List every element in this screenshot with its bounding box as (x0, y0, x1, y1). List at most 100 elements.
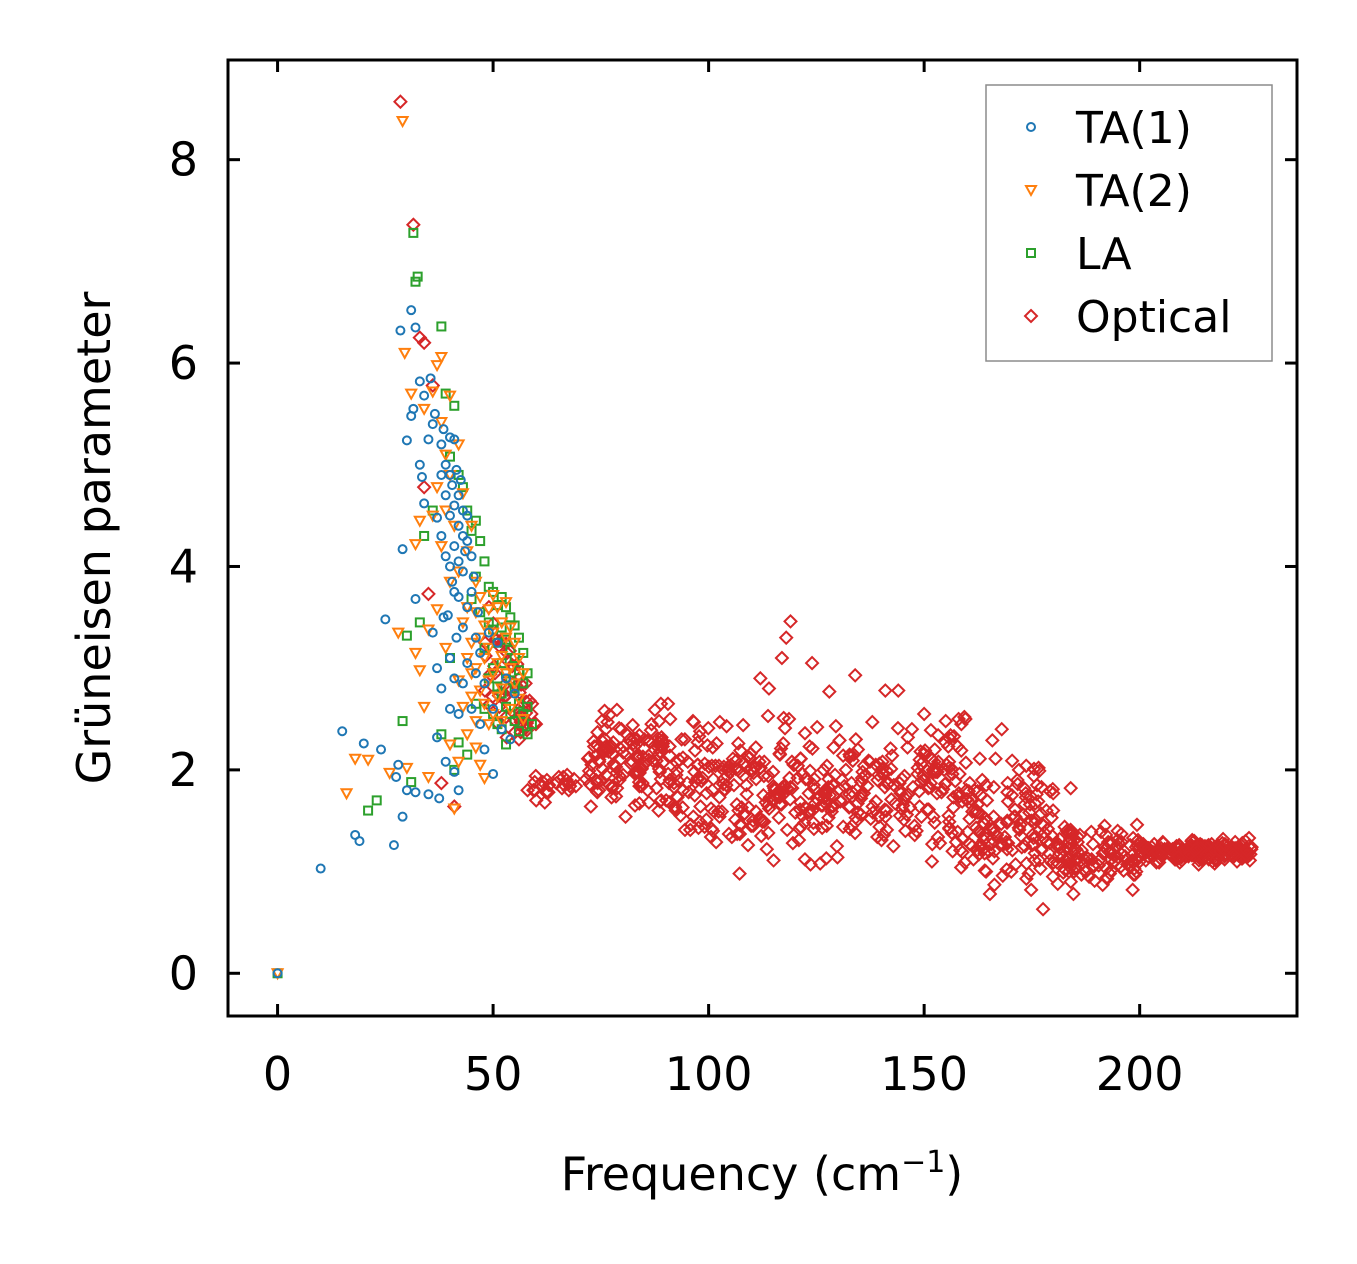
data-point (881, 775, 897, 791)
data-point (1021, 866, 1037, 882)
data-point (436, 683, 447, 694)
data-point (1225, 846, 1241, 862)
data-point (752, 670, 768, 686)
data-point (842, 749, 858, 765)
data-point (1023, 813, 1039, 829)
data-point (904, 721, 920, 737)
data-point (998, 834, 1014, 850)
series-optical (393, 94, 1260, 917)
data-point (456, 617, 470, 630)
data-point (1063, 780, 1079, 796)
data-point (584, 757, 599, 773)
data-point (526, 719, 537, 730)
data-point (673, 808, 688, 824)
data-point (1238, 842, 1254, 858)
data-point (413, 515, 427, 528)
data-point (643, 722, 659, 738)
data-point (444, 653, 455, 664)
data-point (395, 325, 406, 336)
data-point (693, 799, 708, 814)
data-point (959, 782, 974, 798)
data-point (509, 716, 520, 727)
data-point (864, 714, 880, 730)
data-point (1027, 845, 1043, 861)
data-point (477, 773, 492, 786)
data-point (823, 799, 839, 814)
data-point (427, 627, 438, 638)
data-point (1191, 857, 1207, 872)
data-point (583, 799, 599, 814)
data-point (482, 604, 496, 617)
data-point (604, 780, 620, 796)
data-point (633, 761, 648, 777)
data-point (927, 815, 943, 831)
data-point (1129, 817, 1145, 833)
data-point (423, 434, 434, 445)
data-point (807, 796, 823, 811)
data-point (1098, 827, 1114, 843)
data-point (430, 482, 444, 495)
data-point (953, 743, 969, 758)
data-point (1193, 840, 1209, 856)
data-point (993, 816, 1009, 832)
data-point (495, 650, 509, 664)
y-tick-label: 2 (169, 743, 198, 797)
data-point (712, 789, 727, 805)
data-point (856, 758, 872, 774)
data-point (449, 400, 460, 411)
data-point (890, 720, 906, 736)
data-point (894, 771, 910, 787)
data-point (680, 754, 696, 770)
data-point (1023, 882, 1039, 898)
data-point (475, 647, 486, 658)
data-point (734, 800, 750, 815)
data-point (699, 785, 715, 801)
legend-marker-la (1026, 248, 1036, 258)
data-point (464, 520, 479, 533)
data-point (388, 840, 399, 851)
data-point (589, 738, 605, 753)
data-point (760, 768, 776, 784)
x-axis-label: Frequency (cm−1) (561, 1145, 964, 1201)
data-point (457, 566, 468, 577)
data-point (779, 780, 795, 796)
data-point (662, 711, 678, 727)
data-point (509, 688, 520, 699)
data-point (885, 838, 901, 854)
data-point (777, 720, 793, 736)
data-point (746, 765, 761, 781)
data-point (974, 772, 990, 788)
data-point (805, 741, 820, 756)
data-point (354, 836, 365, 847)
data-point (938, 775, 954, 791)
data-point (999, 862, 1015, 877)
data-point (457, 622, 468, 633)
data-point (363, 805, 374, 816)
data-point (406, 305, 417, 316)
data-point (743, 818, 759, 834)
data-point (1096, 845, 1111, 861)
data-point (421, 624, 436, 637)
data-point (792, 751, 808, 767)
data-point (774, 650, 790, 666)
data-point (669, 763, 685, 779)
data-point (732, 826, 748, 842)
data-point (602, 707, 617, 723)
data-point (451, 632, 462, 643)
data-point (496, 622, 507, 633)
data-point (755, 787, 771, 803)
data-point (856, 768, 872, 784)
data-point (627, 798, 643, 813)
data-point (430, 360, 444, 373)
legend-marker-ta1 (1026, 122, 1036, 132)
data-point (661, 775, 677, 791)
data-point (1017, 797, 1033, 812)
data-point (397, 716, 408, 727)
data-point (416, 479, 432, 495)
data-point (507, 678, 522, 691)
data-point (468, 571, 479, 582)
data-point (462, 602, 473, 613)
data-point (989, 827, 1005, 843)
data-point (479, 744, 490, 755)
data-point (644, 716, 660, 732)
